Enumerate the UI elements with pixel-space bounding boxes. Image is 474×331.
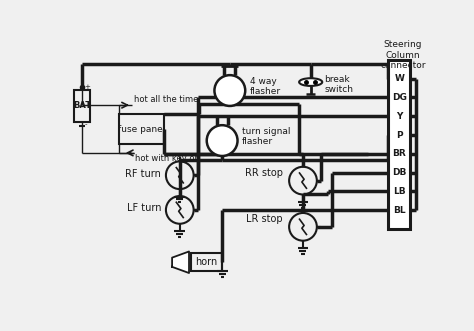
Text: -: -: [84, 121, 87, 127]
Text: BAT: BAT: [73, 101, 91, 111]
Polygon shape: [172, 252, 189, 273]
Text: BL: BL: [393, 206, 406, 215]
Text: horn: horn: [196, 257, 218, 267]
FancyBboxPatch shape: [389, 60, 410, 229]
Text: DB: DB: [392, 168, 406, 177]
Text: hot with key on: hot with key on: [135, 155, 200, 164]
Text: RR stop: RR stop: [245, 168, 283, 178]
Text: W: W: [394, 74, 404, 83]
Text: LR stop: LR stop: [246, 214, 283, 224]
Text: DG: DG: [392, 93, 407, 102]
Text: +: +: [84, 84, 90, 90]
Text: LF turn: LF turn: [127, 203, 161, 213]
Text: break
switch: break switch: [325, 75, 354, 94]
Text: BR: BR: [392, 149, 406, 158]
Ellipse shape: [299, 78, 322, 86]
Text: P: P: [396, 130, 402, 140]
Text: Steering
Column
connector: Steering Column connector: [380, 40, 426, 70]
Circle shape: [214, 75, 245, 106]
Text: LB: LB: [393, 187, 406, 196]
Text: turn signal
flasher: turn signal flasher: [242, 127, 291, 146]
Text: fuse panel: fuse panel: [118, 124, 165, 133]
Text: Y: Y: [396, 112, 402, 121]
Circle shape: [207, 125, 237, 156]
Text: RF turn: RF turn: [126, 169, 161, 179]
Text: 4 way
flasher: 4 way flasher: [250, 77, 281, 96]
Text: hot all the time: hot all the time: [134, 95, 198, 104]
